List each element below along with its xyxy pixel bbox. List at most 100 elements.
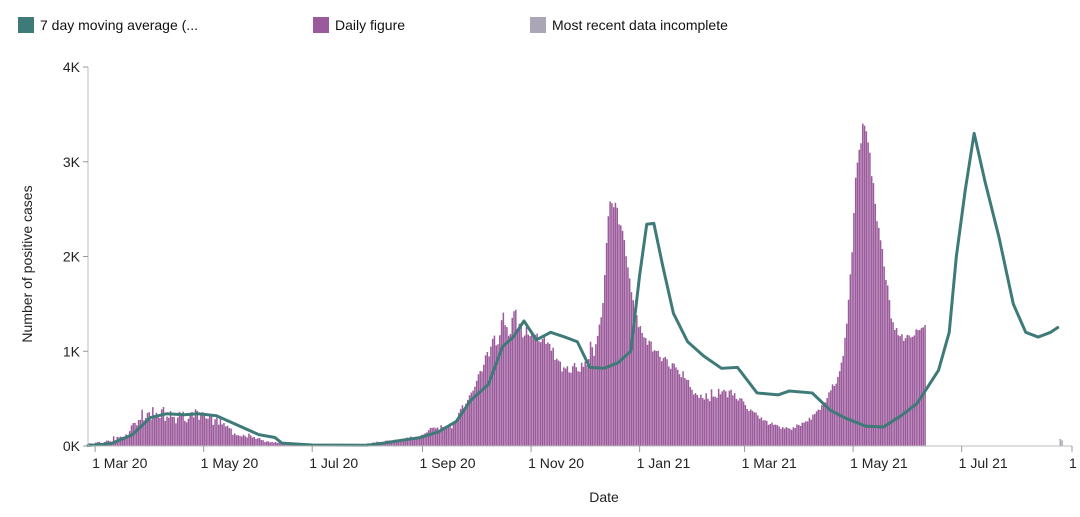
daily-bar	[141, 409, 143, 446]
daily-bar	[867, 142, 869, 446]
daily-bar	[815, 411, 818, 446]
daily-bar	[447, 426, 449, 446]
daily-bar	[481, 371, 483, 446]
daily-bar	[698, 397, 700, 446]
daily-bar	[559, 361, 562, 446]
daily-bar	[176, 417, 179, 446]
daily-bar	[780, 428, 782, 446]
daily-bar	[869, 152, 871, 446]
daily-bar	[493, 335, 496, 446]
daily-bar	[732, 395, 734, 446]
daily-bar	[805, 421, 807, 446]
daily-bar	[902, 340, 905, 446]
daily-bar	[701, 397, 704, 446]
daily-bar	[687, 380, 690, 446]
daily-bar	[470, 392, 473, 446]
y-tick-label: 2K	[63, 249, 81, 265]
daily-bar	[625, 256, 627, 446]
daily-bar	[392, 440, 394, 446]
daily-bar	[182, 411, 184, 446]
legend-item-daily-figure[interactable]: Daily figure	[313, 17, 405, 33]
daily-bar	[890, 318, 893, 446]
daily-bar	[134, 422, 136, 446]
daily-bar	[623, 240, 626, 446]
daily-bar	[178, 411, 181, 446]
daily-bar	[844, 337, 846, 446]
daily-bar	[600, 317, 602, 446]
daily-bar	[876, 221, 878, 446]
daily-bar	[922, 327, 925, 446]
daily-bar	[744, 405, 747, 446]
daily-bar	[185, 422, 188, 446]
daily-bar	[830, 390, 832, 446]
daily-bar	[725, 391, 727, 446]
daily-bar	[538, 341, 540, 446]
daily-bar	[721, 391, 723, 446]
daily-bar	[155, 412, 158, 446]
daily-bar	[210, 414, 213, 446]
daily-bar	[479, 370, 481, 446]
daily-bar	[431, 427, 433, 446]
daily-bar	[689, 386, 691, 446]
x-tick-label: 1 May 20	[201, 455, 259, 471]
incomplete-bar	[1059, 438, 1062, 446]
daily-bar	[187, 418, 190, 446]
daily-bar	[217, 424, 220, 446]
daily-bar	[506, 327, 508, 446]
daily-bar	[580, 362, 583, 446]
daily-bar	[228, 428, 231, 446]
daily-bar	[591, 347, 594, 446]
daily-bar	[406, 437, 409, 446]
daily-bar	[757, 415, 759, 446]
daily-bar	[395, 439, 398, 446]
daily-bar	[573, 363, 576, 446]
daily-bar	[604, 274, 606, 446]
daily-bar	[159, 417, 161, 446]
daily-bar	[682, 371, 684, 446]
daily-bar	[242, 434, 245, 446]
daily-bars	[88, 123, 926, 447]
incomplete-bars	[1059, 438, 1063, 446]
daily-bar	[200, 414, 202, 446]
x-tick-label: 1 Mar 20	[92, 455, 147, 471]
legend-item-incomplete[interactable]: Most recent data incomplete	[530, 17, 728, 33]
daily-bar	[609, 201, 611, 446]
daily-bar	[418, 436, 421, 446]
moving-average-line	[86, 131, 1060, 448]
daily-bar	[488, 356, 490, 446]
daily-bar	[888, 300, 891, 446]
daily-bar	[402, 440, 405, 446]
daily-bar	[684, 377, 686, 446]
daily-bar	[710, 389, 713, 446]
daily-bar	[749, 409, 752, 446]
daily-bar	[401, 440, 403, 446]
x-tick-label: 1 May 21	[850, 455, 908, 471]
daily-bar	[157, 415, 159, 446]
daily-bar	[894, 329, 896, 446]
daily-bar	[237, 435, 239, 446]
daily-bar	[541, 339, 544, 446]
daily-bar	[415, 437, 417, 446]
daily-bar	[577, 371, 579, 446]
daily-bar	[397, 439, 400, 446]
daily-bar	[571, 366, 574, 446]
daily-bar	[660, 361, 663, 446]
daily-bar	[175, 423, 177, 446]
daily-bar	[662, 358, 665, 446]
daily-bar	[443, 426, 446, 446]
daily-bar	[230, 428, 232, 446]
y-tick-label: 1K	[63, 343, 81, 359]
daily-bar	[579, 371, 581, 446]
legend-label-moving-average: 7 day moving average (...	[40, 17, 198, 33]
daily-bar	[634, 308, 636, 446]
daily-bar	[499, 335, 501, 446]
daily-bar	[269, 442, 272, 446]
daily-bar	[139, 419, 142, 446]
daily-bar	[144, 418, 147, 446]
legend-swatch-daily-figure	[313, 17, 329, 33]
legend-item-moving-average[interactable]: 7 day moving average (...	[18, 17, 198, 33]
daily-bar	[616, 207, 618, 446]
daily-bar	[548, 343, 551, 446]
daily-bar	[648, 340, 651, 446]
daily-bar	[917, 330, 919, 446]
